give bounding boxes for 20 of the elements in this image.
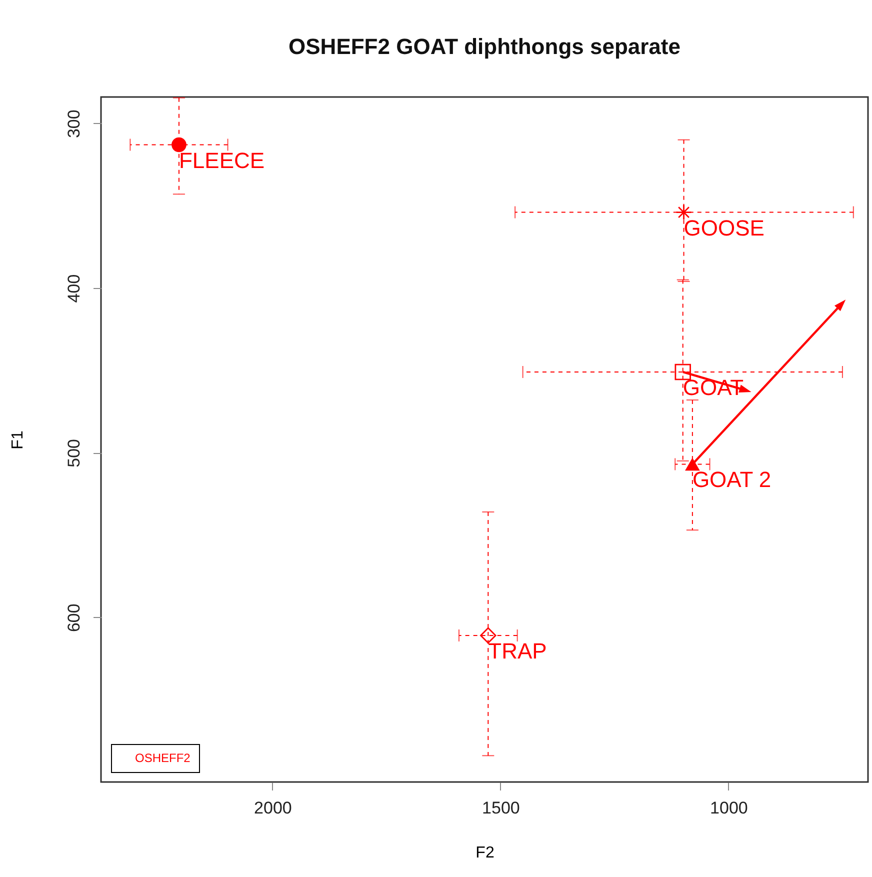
annotation: FLEECE — [178, 148, 265, 173]
annotation: TRAP — [488, 638, 547, 664]
y-tick-label: 400 — [64, 274, 84, 303]
point — [480, 627, 496, 644]
x-tick-label: 1000 — [710, 798, 748, 818]
point — [674, 364, 691, 380]
annotation: GOOSE — [684, 215, 764, 240]
point — [676, 204, 692, 220]
legend-title: OSHEFF2 — [135, 751, 191, 765]
chart-title: OSHEFF2 GOAT diphthongs separate — [288, 34, 680, 59]
y-axis-title: F1 — [10, 430, 26, 450]
x-tick-label: 2000 — [254, 798, 292, 818]
x-tick-label: 1500 — [482, 798, 520, 818]
y-tick-label: 300 — [64, 110, 84, 138]
y-tick-label: 600 — [64, 604, 84, 632]
annotation: GOAT 2 — [692, 467, 772, 492]
point — [172, 137, 186, 152]
x-axis-title: F2 — [476, 844, 494, 862]
y-tick-label: 500 — [64, 438, 84, 468]
point — [685, 458, 700, 471]
